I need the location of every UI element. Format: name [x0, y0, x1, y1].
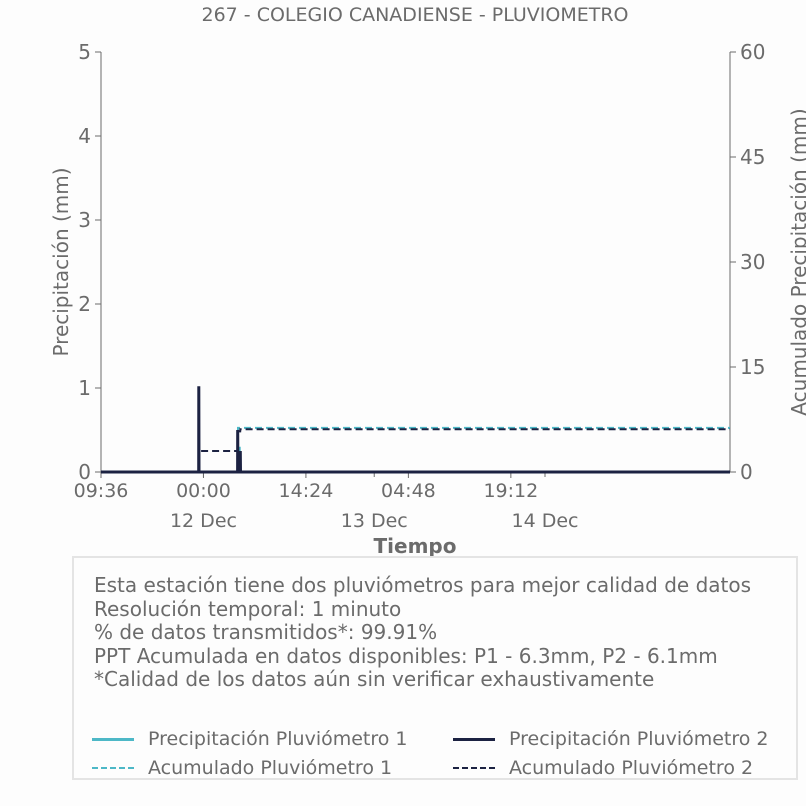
y-tick-label-left: 3 [78, 208, 91, 232]
series-line-2 [101, 386, 730, 474]
x-tick-label: 19:12 [483, 480, 538, 502]
legend-swatch-precip-2 [453, 737, 495, 741]
x-date-label: 12 Dec [170, 510, 237, 532]
info-lines: Esta estación tiene dos pluviómetros par… [94, 573, 752, 692]
x-tick-label: 09:36 [74, 480, 129, 502]
y-tick-label-left: 0 [78, 460, 91, 484]
y-tick-label-left: 2 [78, 292, 91, 316]
legend-label-acum-1: Acumulado Pluviómetro 1 [148, 757, 393, 779]
legend-swatch-precip-1 [92, 737, 134, 741]
y-axis-label-right: Acumulado Precipitación (mm) [787, 108, 806, 415]
x-date-label: 13 Dec [341, 510, 408, 532]
y-tick-label-left: 1 [78, 376, 91, 400]
y-tick-label-left: 4 [78, 124, 91, 148]
legend-label-precip-1: Precipitación Pluviómetro 1 [148, 728, 408, 750]
legend-item-acum-2: Acumulado Pluviómetro 2 [453, 757, 753, 779]
y-tick-label-right: 0 [740, 460, 753, 484]
precipitation-chart: 267 - COLEGIO CANADIENSE - PLUVIOMETRO 0 1… [49, 4, 806, 558]
info-line-transmitted: % de datos transmitidos*: 99.91% [94, 620, 438, 644]
legend-label-acum-2: Acumulado Pluviómetro 2 [509, 757, 754, 779]
x-tick-label: 14:24 [279, 480, 334, 502]
chart-title: 267 - COLEGIO CANADIENSE - PLUVIOMETRO [202, 4, 629, 26]
x-tick-label: 04:48 [381, 480, 436, 502]
y-tick-label-right: 30 [740, 250, 765, 274]
info-line-resolution: Resolución temporal: 1 minuto [94, 596, 402, 621]
x-tick-label: 00:00 [176, 480, 231, 502]
legend-swatch-acum-2 [453, 767, 495, 769]
y-tick-label-right: 60 [740, 40, 765, 64]
x-axis-label: Tiempo [374, 534, 457, 558]
y-tick-label-right: 15 [740, 355, 765, 379]
y-tick-label-left: 5 [78, 40, 91, 64]
legend-item-precip-1: Precipitación Pluviómetro 1 [92, 728, 408, 750]
legend-label-precip-2: Precipitación Pluviómetro 2 [509, 728, 769, 750]
y-axis-label-left: Precipitación (mm) [49, 167, 73, 356]
info-box: Esta estación tiene dos pluviómetros par… [72, 556, 798, 780]
legend-item-precip-2: Precipitación Pluviómetro 2 [453, 728, 769, 750]
y-tick-label-right: 45 [740, 145, 765, 169]
legend-item-acum-1: Acumulado Pluviómetro 1 [92, 757, 392, 779]
series-line-4 [101, 428, 730, 473]
series-line-3 [101, 426, 730, 473]
legend-swatch-acum-1 [92, 767, 134, 769]
info-line-accumulated: PPT Acumulada en datos disponibles: P1 -… [94, 643, 718, 668]
info-line-quality: *Calidad de los datos aún sin verificar … [94, 667, 655, 691]
series-line-1 [101, 446, 730, 474]
x-date-label: 14 Dec [512, 510, 579, 532]
info-line-stations: Esta estación tiene dos pluviómetros par… [94, 573, 752, 597]
